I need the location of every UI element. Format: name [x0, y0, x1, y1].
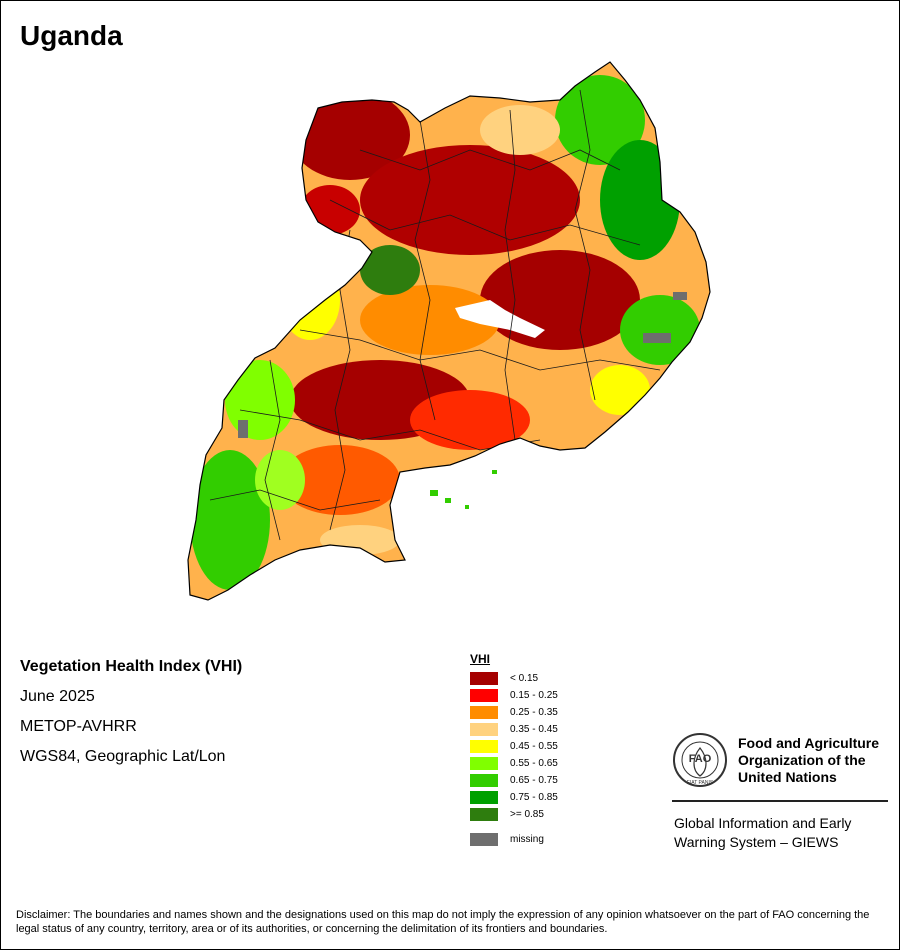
legend-classes: < 0.15 0.15 - 0.25 0.25 - 0.35 0.35 - 0.45 0… [470, 670, 558, 823]
map-title: Uganda [20, 20, 123, 51]
fao-logo-icon: FAO FIAT PANIS [673, 733, 727, 787]
legend-item: 0.15 - 0.25 [470, 687, 558, 704]
legend-label-missing: missing [510, 834, 544, 845]
vhi-legend: VHI < 0.15 0.15 - 0.25 0.25 - 0.35 0.35 - 0… [470, 652, 558, 848]
map-projection: WGS84, Geographic Lat/Lon [20, 748, 226, 765]
legend-label: 0.35 - 0.45 [510, 724, 558, 735]
legend-swatch [470, 791, 498, 804]
legend-label: 0.25 - 0.35 [510, 707, 558, 718]
legend-swatch [470, 689, 498, 702]
map-date: June 2025 [20, 688, 95, 705]
legend-item-missing: missing [470, 831, 558, 848]
country-outline [187, 61, 711, 601]
legend-swatch [470, 740, 498, 753]
lake-islands [430, 470, 497, 509]
legend-swatch [470, 706, 498, 719]
legend-label: 0.65 - 0.75 [510, 775, 558, 786]
legend-label: 0.15 - 0.25 [510, 690, 558, 701]
legend-swatch [470, 774, 498, 787]
legend-label: 0.75 - 0.85 [510, 792, 558, 803]
map-subtitle: Vegetation Health Index (VHI) [20, 658, 243, 675]
vhi-raster [188, 62, 710, 600]
legend-swatch [470, 808, 498, 821]
vhi-map [187, 61, 711, 601]
legend-item: 0.35 - 0.45 [470, 721, 558, 738]
legend-item: 0.25 - 0.35 [470, 704, 558, 721]
organization-system: Global Information and Early Warning Sys… [674, 815, 852, 850]
fao-logo-text: FAO [689, 753, 712, 765]
legend-label: >= 0.85 [510, 809, 544, 820]
legend-swatch [470, 672, 498, 685]
fao-logo-motto: FIAT PANIS [687, 780, 714, 786]
map-info: Vegetation Health Index (VHI) June 2025 … [20, 656, 242, 776]
disclaimer: Disclaimer: The boundaries and names sho… [16, 909, 870, 935]
divider [672, 800, 888, 802]
legend-item: 0.75 - 0.85 [470, 789, 558, 806]
legend-swatch [470, 757, 498, 770]
organization-name: Food and Agriculture Organization of the… [738, 735, 880, 785]
legend-item: 0.55 - 0.65 [470, 755, 558, 772]
legend-item: >= 0.85 [470, 806, 558, 823]
legend-swatch [470, 723, 498, 736]
legend-title: VHI [470, 652, 491, 666]
map-sensor: METOP-AVHRR [20, 718, 137, 735]
legend-label: 0.45 - 0.55 [510, 741, 558, 752]
legend-label: < 0.15 [510, 673, 539, 684]
legend-item: 0.45 - 0.55 [470, 738, 558, 755]
legend-label: 0.55 - 0.65 [510, 758, 558, 769]
legend-item: < 0.15 [470, 670, 558, 687]
legend-item: 0.65 - 0.75 [470, 772, 558, 789]
legend-swatch-missing [470, 833, 498, 846]
